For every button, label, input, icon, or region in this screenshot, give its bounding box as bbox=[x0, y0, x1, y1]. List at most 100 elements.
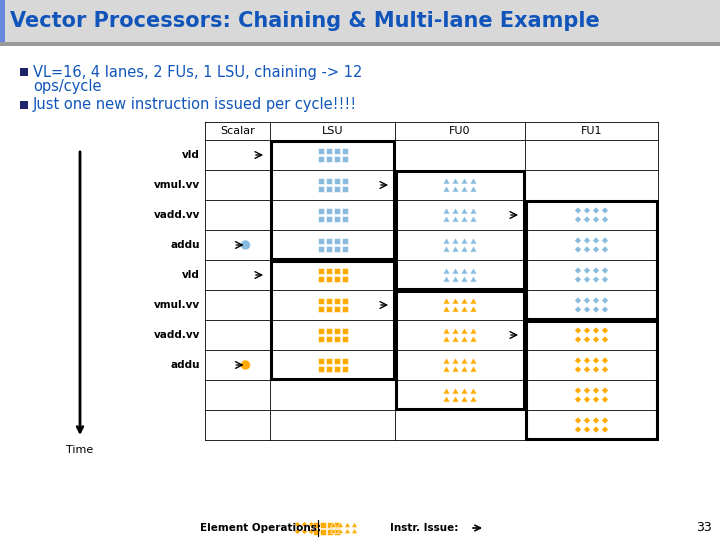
Bar bbox=[333, 358, 340, 364]
Text: Just one new instruction issued per cycle!!!!: Just one new instruction issued per cycl… bbox=[33, 98, 357, 112]
Bar bbox=[325, 276, 331, 282]
Polygon shape bbox=[461, 306, 468, 312]
Polygon shape bbox=[583, 387, 590, 394]
Polygon shape bbox=[575, 417, 582, 424]
Text: Scalar: Scalar bbox=[220, 126, 255, 136]
Bar bbox=[325, 186, 331, 192]
Bar bbox=[318, 268, 323, 274]
Bar bbox=[312, 522, 318, 528]
Polygon shape bbox=[575, 357, 582, 364]
Polygon shape bbox=[593, 267, 600, 274]
Bar bbox=[341, 178, 348, 184]
Bar bbox=[318, 328, 323, 334]
Polygon shape bbox=[338, 522, 343, 528]
Polygon shape bbox=[575, 297, 582, 304]
Bar bbox=[271, 141, 394, 259]
Polygon shape bbox=[452, 268, 459, 274]
Polygon shape bbox=[601, 417, 608, 424]
Polygon shape bbox=[302, 522, 307, 528]
Polygon shape bbox=[601, 297, 608, 304]
Bar bbox=[312, 529, 318, 535]
Polygon shape bbox=[593, 246, 600, 253]
Polygon shape bbox=[452, 388, 459, 394]
Polygon shape bbox=[443, 178, 450, 184]
Polygon shape bbox=[575, 216, 582, 223]
Polygon shape bbox=[461, 186, 468, 192]
Circle shape bbox=[240, 360, 251, 370]
Polygon shape bbox=[443, 246, 450, 252]
Bar bbox=[333, 208, 340, 214]
Polygon shape bbox=[583, 246, 590, 253]
Text: vld: vld bbox=[182, 150, 200, 160]
Polygon shape bbox=[452, 336, 459, 342]
Polygon shape bbox=[443, 208, 450, 214]
Text: Time: Time bbox=[66, 445, 94, 455]
Bar bbox=[341, 358, 348, 364]
Bar bbox=[326, 529, 333, 535]
Polygon shape bbox=[601, 357, 608, 364]
Polygon shape bbox=[593, 387, 600, 394]
Bar bbox=[326, 522, 333, 528]
Polygon shape bbox=[315, 522, 322, 528]
Polygon shape bbox=[470, 268, 477, 274]
Polygon shape bbox=[443, 396, 450, 402]
Text: vmul.vv: vmul.vv bbox=[154, 300, 200, 310]
Polygon shape bbox=[575, 426, 582, 433]
Polygon shape bbox=[470, 208, 477, 214]
Bar bbox=[318, 336, 323, 342]
Bar bbox=[526, 201, 657, 319]
Bar bbox=[318, 298, 323, 304]
Bar bbox=[333, 276, 340, 282]
Polygon shape bbox=[452, 298, 459, 304]
Polygon shape bbox=[601, 246, 608, 253]
Polygon shape bbox=[601, 237, 608, 244]
Polygon shape bbox=[443, 328, 450, 334]
Bar bbox=[0, 0, 5, 42]
Bar bbox=[325, 246, 331, 252]
Polygon shape bbox=[583, 336, 590, 343]
Polygon shape bbox=[470, 276, 477, 282]
Text: FU1: FU1 bbox=[581, 126, 602, 136]
Bar bbox=[318, 246, 323, 252]
Bar bbox=[318, 156, 323, 162]
Polygon shape bbox=[601, 207, 608, 214]
Polygon shape bbox=[583, 327, 590, 334]
Bar bbox=[318, 366, 323, 372]
Polygon shape bbox=[575, 327, 582, 334]
Text: addu: addu bbox=[171, 360, 200, 370]
Polygon shape bbox=[443, 306, 450, 312]
Polygon shape bbox=[575, 207, 582, 214]
Polygon shape bbox=[583, 357, 590, 364]
Text: Instr. Issue:: Instr. Issue: bbox=[390, 523, 459, 533]
Bar bbox=[333, 328, 340, 334]
Polygon shape bbox=[601, 216, 608, 223]
Polygon shape bbox=[461, 396, 468, 402]
Bar bbox=[325, 216, 331, 222]
Polygon shape bbox=[294, 522, 300, 528]
Polygon shape bbox=[452, 178, 459, 184]
Bar bbox=[325, 366, 331, 372]
Bar bbox=[325, 268, 331, 274]
Bar bbox=[341, 246, 348, 252]
Polygon shape bbox=[601, 267, 608, 274]
Polygon shape bbox=[583, 366, 590, 373]
Polygon shape bbox=[575, 387, 582, 394]
Polygon shape bbox=[470, 238, 477, 244]
Bar bbox=[341, 216, 348, 222]
Polygon shape bbox=[470, 396, 477, 402]
Polygon shape bbox=[470, 186, 477, 192]
Polygon shape bbox=[593, 366, 600, 373]
Bar bbox=[325, 328, 331, 334]
Polygon shape bbox=[601, 366, 608, 373]
Polygon shape bbox=[470, 366, 477, 372]
Polygon shape bbox=[593, 417, 600, 424]
Polygon shape bbox=[452, 396, 459, 402]
Bar bbox=[333, 238, 340, 244]
Bar bbox=[341, 156, 348, 162]
Polygon shape bbox=[593, 297, 600, 304]
Polygon shape bbox=[443, 336, 450, 342]
Text: VL=16, 4 lanes, 2 FUs, 1 LSU, chaining -> 12: VL=16, 4 lanes, 2 FUs, 1 LSU, chaining -… bbox=[33, 64, 362, 79]
Polygon shape bbox=[470, 388, 477, 394]
Text: vmul.vv: vmul.vv bbox=[154, 180, 200, 190]
Polygon shape bbox=[470, 336, 477, 342]
